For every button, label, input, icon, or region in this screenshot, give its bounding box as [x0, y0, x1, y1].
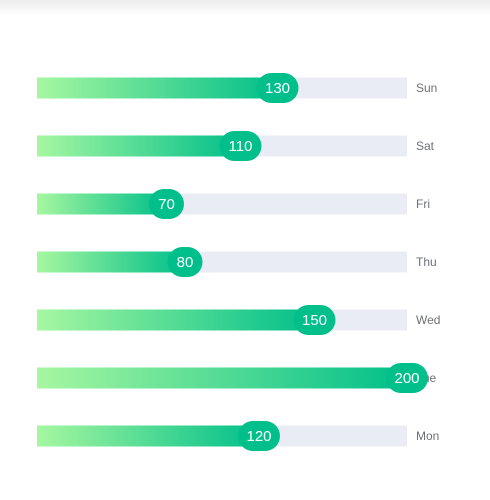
value-bubble-fri: [149, 189, 184, 219]
value-label-wed: 150: [302, 312, 327, 329]
value-label-mon: 120: [246, 428, 271, 445]
value-label-tue: 200: [394, 370, 419, 387]
bars-layer: Mon120Tue200Wed150Thu80Fri70Sat110Sun130: [37, 73, 440, 451]
value-label-sun: 130: [265, 80, 290, 97]
category-label-fri: Fri: [416, 197, 430, 211]
value-bubble-tue: [386, 363, 428, 393]
category-label-sat: Sat: [416, 139, 435, 153]
bar-sat: [37, 135, 241, 157]
bar-tue: [37, 367, 407, 389]
value-bubble-mon: [238, 421, 280, 451]
value-bubble-sat: [219, 131, 262, 161]
category-label-mon: Mon: [416, 429, 439, 443]
bar-fri: [37, 193, 167, 215]
value-label-fri: 70: [158, 196, 175, 213]
top-shadow: [0, 0, 490, 16]
value-label-thu: 80: [177, 254, 194, 271]
category-label-sun: Sun: [416, 81, 437, 95]
value-bubble-sun: [256, 73, 299, 103]
bar-wed: [37, 309, 315, 331]
bar-sun: [37, 77, 278, 99]
category-label-wed: Wed: [416, 313, 440, 327]
value-label-sat: 110: [229, 138, 253, 155]
value-bubble-wed: [293, 305, 336, 335]
value-bubble-thu: [167, 247, 203, 277]
bar-thu: [37, 251, 185, 273]
category-label-thu: Thu: [416, 255, 437, 269]
bar-mon: [37, 425, 259, 447]
